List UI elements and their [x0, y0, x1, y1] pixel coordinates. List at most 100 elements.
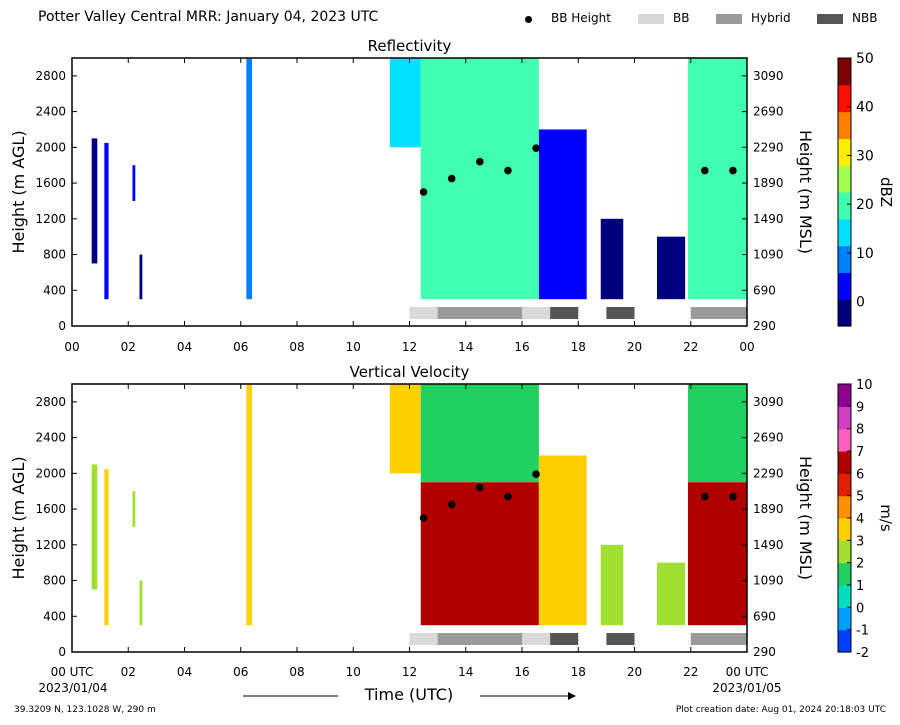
colorbar-step	[838, 504, 851, 510]
colorbar-step	[838, 500, 851, 506]
heatmap-cell	[91, 464, 98, 590]
panel-title: Vertical Velocity	[350, 363, 470, 381]
colorbar-step	[838, 392, 851, 398]
y-tick-label-right: 1090	[753, 574, 784, 588]
colorbar-step	[838, 513, 851, 519]
colorbar-step	[838, 227, 851, 233]
heatmap-cell	[132, 491, 136, 527]
colorbar-tick-label: 4	[856, 512, 864, 527]
colorbar-step	[838, 263, 851, 269]
heatmap-cell	[246, 384, 252, 626]
bb-height-point	[476, 483, 484, 492]
colorbar-step	[838, 388, 851, 394]
colorbar-step	[838, 183, 851, 189]
y-tick-label: 2000	[35, 140, 66, 154]
colorbar-step	[838, 75, 851, 81]
date-end-label: 2023/01/05	[712, 681, 781, 695]
colorbar-step	[838, 299, 851, 305]
x-tick-label: 14	[458, 665, 473, 679]
legend-swatch	[638, 14, 664, 24]
bb-type-segment	[437, 633, 522, 645]
bb-type-segment	[550, 307, 579, 319]
colorbar-step	[838, 321, 851, 327]
bb-type-segment	[409, 307, 438, 319]
x-tick-label: 10	[346, 665, 361, 679]
x-tick-label: 00	[739, 340, 754, 354]
y-tick-label: 2800	[35, 69, 66, 83]
legend-dot-marker	[525, 16, 532, 23]
y-tick-label-right: 1890	[753, 176, 784, 190]
colorbar-step	[838, 486, 851, 492]
colorbar-label: m/s	[877, 504, 895, 532]
y-tick-label-right: 290	[753, 645, 776, 659]
bb-height-point	[532, 144, 540, 153]
colorbar-step	[838, 303, 851, 309]
y-tick-label: 2000	[35, 466, 66, 480]
colorbar-step	[838, 223, 851, 229]
heatmap-cell	[104, 142, 109, 300]
bb-height-point	[419, 188, 428, 196]
heatmap-cell	[600, 544, 624, 626]
legend-label: BB Height	[551, 11, 611, 25]
legend-swatch	[716, 14, 742, 24]
colorbar-step	[838, 62, 851, 68]
colorbar-tick-label: 9	[856, 400, 864, 415]
y-tick-label: 1600	[35, 502, 66, 516]
x-tick-label: 02	[121, 340, 136, 354]
bb-height-point	[476, 157, 484, 166]
y-tick-label-right: 2290	[753, 466, 784, 480]
heatmap-cell	[389, 384, 421, 474]
heatmap-cell	[538, 129, 587, 300]
colorbar-step	[838, 267, 851, 273]
colorbar-step	[838, 593, 851, 599]
colorbar-step	[838, 464, 851, 470]
heatmap-cell	[389, 58, 421, 148]
colorbar-step	[838, 602, 851, 608]
legend-label: NBB	[852, 11, 878, 25]
y-tick-label: 2800	[35, 395, 66, 409]
colorbar-step	[838, 518, 851, 524]
x-tick-label: 10	[346, 340, 361, 354]
colorbar-step	[838, 111, 851, 117]
colorbar-step	[838, 138, 851, 144]
colorbar-step	[838, 397, 851, 403]
heatmap-cell	[687, 482, 747, 626]
colorbar-tick-label: -2	[856, 646, 869, 661]
colorbar-step	[838, 451, 851, 457]
y-tick-label: 0	[58, 319, 66, 333]
bb-type-segment	[606, 307, 635, 319]
x-tick-label: 04	[177, 665, 192, 679]
colorbar-tick-label: 30	[856, 148, 874, 164]
x-tick-label: 16	[514, 340, 529, 354]
y-tick-label: 800	[43, 248, 66, 262]
colorbar-frame	[837, 57, 852, 327]
y-tick-label: 800	[43, 574, 66, 588]
heatmap-cell	[139, 254, 143, 300]
colorbar-step	[838, 241, 851, 247]
colorbar-step	[838, 84, 851, 90]
colorbar-step	[838, 107, 851, 113]
bb-height-point	[504, 492, 512, 501]
bb-height-point	[701, 492, 709, 501]
y-tick-label-right: 3090	[753, 69, 784, 83]
x-tick-label: 00 UTC	[51, 665, 94, 679]
colorbar-step	[838, 116, 851, 122]
colorbar-step	[838, 165, 851, 171]
heatmap-cell	[139, 580, 143, 626]
colorbar-step	[838, 446, 851, 452]
colorbar-step	[838, 58, 851, 64]
colorbar-tick-label: 3	[856, 534, 864, 549]
legend-label: BB	[673, 11, 690, 25]
y-tick-label-right: 2290	[753, 140, 784, 154]
colorbar-step	[838, 98, 851, 104]
colorbar-step	[838, 495, 851, 501]
colorbar-step	[838, 634, 851, 640]
colorbar-step	[838, 209, 851, 215]
colorbar-step	[838, 406, 851, 412]
colorbar-step	[838, 428, 851, 434]
colorbar-step	[838, 580, 851, 586]
colorbar-step	[838, 616, 851, 622]
colorbar-step	[838, 401, 851, 407]
heatmap-cell	[420, 384, 539, 483]
